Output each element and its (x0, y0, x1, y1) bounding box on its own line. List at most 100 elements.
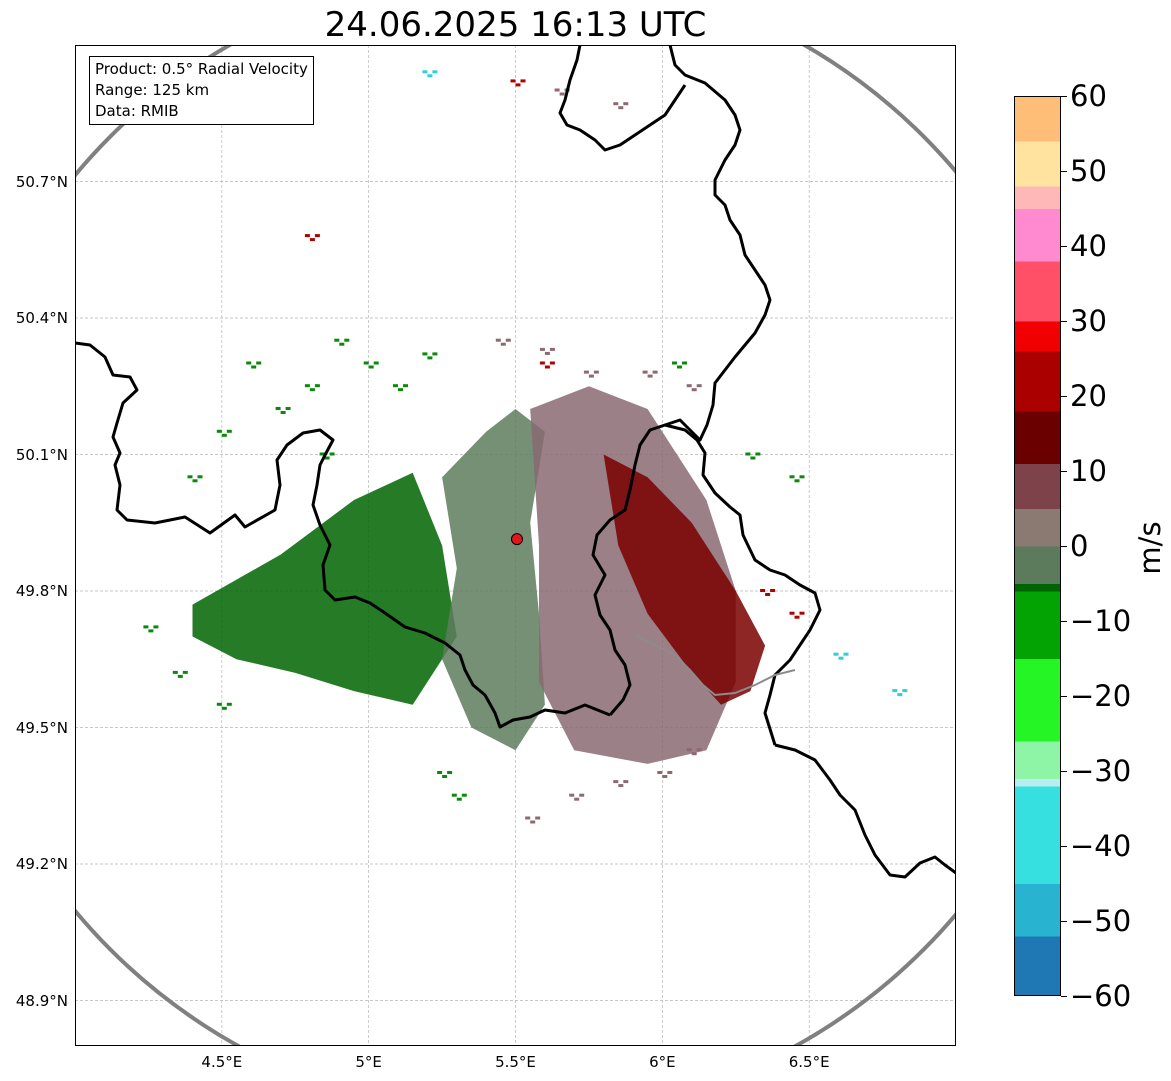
echo-speckle (794, 615, 800, 619)
colorbar-tick-label: −30 (1070, 754, 1132, 788)
echo-speckle (148, 629, 154, 633)
radar-map[interactable] (75, 45, 956, 1046)
echo-speckle (309, 388, 315, 392)
colorbar-band (1014, 351, 1061, 412)
echo-speckle (427, 74, 433, 78)
lat-tick-label: 49.8°N (15, 582, 68, 600)
echo-speckle (554, 88, 560, 92)
echo-speckle (324, 456, 330, 460)
echo-speckle (613, 102, 619, 106)
lat-tick-label: 50.7°N (15, 172, 68, 191)
colorbar-band (1014, 411, 1061, 464)
colorbar-band (1014, 546, 1061, 584)
colorbar-tick-mark (1061, 996, 1067, 997)
colorbar-tick-label: 40 (1070, 229, 1107, 263)
echo-speckle (520, 79, 526, 83)
echo-speckle (755, 452, 761, 456)
radar-map-canvas (75, 45, 956, 1046)
colorbar-tick-mark (1061, 846, 1067, 847)
echo-speckle (647, 374, 653, 378)
echo-speckle (275, 407, 281, 410)
echo-speckle (505, 338, 511, 342)
echo-speckle (672, 361, 677, 365)
echo-speckle (843, 652, 849, 656)
colorbar-unit-label: m/s (1133, 521, 1167, 575)
echo-speckle (549, 347, 555, 351)
echo-speckle (760, 589, 766, 592)
lat-tick-label: 50.4°N (15, 309, 68, 327)
echo-speckle (339, 342, 345, 346)
colorbar-band (1014, 508, 1061, 547)
lon-tick-label: 6°E (649, 1053, 676, 1071)
colorbar-tick-label: 30 (1070, 304, 1107, 338)
border-france-germany-south (774, 743, 956, 879)
echo-speckle (251, 365, 257, 369)
echo-speckle (398, 388, 403, 392)
echo-speckle (745, 452, 751, 456)
echo-speckle (833, 652, 839, 656)
echo-speckle (432, 70, 438, 74)
echo-speckle (799, 475, 805, 479)
echo-speckle (530, 820, 536, 824)
echo-speckle (902, 689, 908, 693)
colorbar-band (1014, 321, 1061, 352)
echo-speckle (226, 429, 232, 433)
echo-speckle (588, 374, 594, 378)
echo-speckle (623, 102, 629, 106)
echo-speckle (246, 361, 252, 365)
data-source-label: Data: RMIB (95, 102, 179, 120)
echo-speckle (789, 611, 795, 615)
colorbar-tick-mark (1061, 96, 1067, 97)
product-info-box: Product: 0.5° Radial Velocity Range: 125… (89, 56, 314, 125)
echo-speckle (221, 433, 227, 437)
echo-speckle (686, 748, 692, 752)
echo-speckle (686, 384, 692, 388)
echo-region-weak-outbound (442, 409, 545, 751)
echo-speckle (153, 625, 159, 629)
country-borders (75, 45, 956, 879)
echo-speckle (442, 775, 448, 778)
echo-speckle (569, 793, 575, 797)
echo-speckle (192, 479, 198, 483)
echo-speckle (304, 384, 310, 388)
lon-tick-label: 5°E (355, 1053, 382, 1071)
echo-speckle (304, 234, 310, 238)
colorbar-tick-label: 60 (1070, 79, 1107, 113)
echo-speckle (579, 793, 585, 797)
range-label: Range: 125 km (95, 81, 210, 99)
echo-speckle (794, 479, 800, 483)
lon-tick-label: 4.5°E (201, 1053, 243, 1071)
echo-speckle (182, 670, 188, 674)
lat-tick-label: 49.2°N (15, 855, 68, 873)
echo-speckle (593, 370, 599, 374)
colorbar-scale (1014, 96, 1061, 996)
echo-speckle (618, 784, 624, 788)
colorbar-tick-label: 10 (1070, 454, 1107, 488)
colorbar-tick-label: −50 (1070, 904, 1132, 938)
colorbar-tick-label: −40 (1070, 829, 1132, 863)
echo-speckle (652, 370, 658, 374)
colorbar-band (1014, 96, 1061, 142)
echo-speckle (329, 452, 335, 456)
echo-speckle (642, 370, 648, 374)
echo-speckle (177, 674, 183, 678)
echo-speckle (393, 384, 398, 388)
colorbar-tick-mark (1061, 546, 1067, 547)
radar-site-marker[interactable] (510, 533, 523, 546)
river-moselle (634, 634, 796, 697)
colorbar-tick-mark (1061, 921, 1067, 922)
colorbar-band (1014, 658, 1061, 742)
echo-speckle (677, 365, 682, 369)
echo-speckle (422, 352, 428, 356)
colorbar-tick-label: 20 (1070, 379, 1107, 413)
echo-speckle (789, 475, 795, 479)
echo-speckle (216, 429, 222, 433)
echo-speckle (544, 351, 550, 355)
echo-speckle (187, 475, 193, 479)
echo-speckle (750, 456, 756, 460)
border-germany-north (558, 45, 687, 152)
colorbar-band (1014, 186, 1061, 209)
colorbar-tick-mark (1061, 696, 1067, 697)
echo-speckle (314, 234, 320, 238)
echo-speckle (539, 347, 545, 351)
